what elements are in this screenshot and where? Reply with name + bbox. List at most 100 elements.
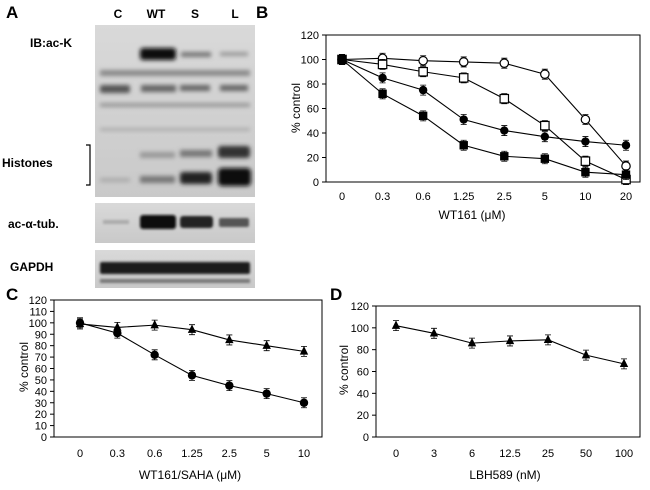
chart-b-series-3-point: [540, 154, 550, 163]
chart-d-plot-frame: [375, 305, 641, 438]
chart-b-xtick-label: 20: [620, 191, 632, 203]
chart-b-ytick-label: 0: [313, 177, 319, 189]
chart-d-xtick-label: 12.5: [499, 448, 520, 460]
chart-b-series-1-point: [499, 93, 510, 104]
chart-b-series-line-2: [341, 58, 627, 146]
chart-b-series-line-0: [341, 57, 627, 167]
chart-b-series-2-point: [459, 115, 468, 124]
blot-bands-actub: [103, 215, 249, 229]
chart-c-series-1-point: [225, 381, 234, 390]
chart-c-ytick-label: 80: [35, 341, 47, 353]
chart-b-xtick-label: 2.5: [497, 191, 512, 203]
chart-d-xlabel: LBH589 (nM): [469, 468, 540, 482]
chart-b-series-0-point: [540, 69, 550, 79]
chart-b-series-0-point: [418, 55, 428, 66]
chart-b-series-2-point: [621, 141, 631, 150]
chart-d-ytick-label: 120: [351, 301, 369, 313]
chart-b-ytick-label: 40: [307, 128, 319, 140]
chart-c-ytick-label: 40: [35, 386, 47, 398]
chart-c-series-0-point: [187, 324, 197, 333]
chart-c-ylabel: % control: [17, 342, 31, 392]
chart-b-xtick-label: 0.3: [375, 191, 390, 203]
chart-d-series-0-point: [429, 328, 439, 337]
chart-c-series-1-point: [187, 371, 197, 380]
chart-b-series-1-point: [458, 73, 469, 83]
chart-b-xtick-label: 1.25: [453, 191, 474, 203]
chart-c-xtick-label: 1.25: [181, 448, 202, 460]
chart-c-xlabel: WT161/SAHA (μM): [139, 468, 241, 482]
chart-d-xtick-label: 6: [469, 448, 475, 460]
chart-b-series-2-point: [500, 126, 509, 135]
panel-label-d: D: [330, 285, 342, 304]
chart-b-xtick-label: 5: [542, 191, 548, 203]
chart-d-series-0-point: [505, 335, 515, 345]
blot-label-actub: ac-α-tub.: [8, 217, 59, 231]
chart-c-series-0-point: [150, 319, 159, 329]
chart-b-ytick-label: 120: [301, 30, 319, 42]
chart-c-ytick-label: 70: [35, 352, 47, 364]
chart-c-xtick-label: 0.6: [147, 448, 162, 460]
chart-d-ytick-label: 60: [357, 367, 369, 379]
chart-d-xtick-label: 3: [431, 448, 437, 460]
panel-label-a: A: [6, 3, 18, 22]
chart-c-series-1-point: [262, 389, 271, 398]
chart-d-ytick-label: 40: [357, 388, 369, 400]
chart-b-series-line-3: [341, 59, 627, 176]
chart-b-plot-frame: [325, 34, 641, 183]
chart-c-xtick-label: 10: [298, 448, 310, 460]
chart-b-series-1-point: [377, 59, 388, 70]
chart-c-xtick-label: 2.5: [222, 448, 237, 460]
chart-b-xlabel: WT161 (μM): [439, 208, 506, 222]
chart-b-ytick-label: 20: [307, 153, 319, 165]
chart-b-series-2-point: [540, 132, 550, 141]
chart-b-ytick-label: 60: [307, 104, 319, 116]
histones-bracket: [86, 144, 91, 186]
lane-label-s: S: [191, 7, 199, 21]
chart-b-series-2-point: [581, 137, 590, 146]
chart-d-ytick-label: 80: [357, 345, 369, 357]
chart-b-ytick-label: 100: [301, 55, 319, 67]
blot-panel: C WT S L IB:ac-K Histones ac-α-tub. GAPD…: [2, 7, 255, 288]
chart-d-ylabel: % control: [337, 345, 351, 395]
lane-label-wt: WT: [147, 7, 166, 21]
chart-b-series-2-point: [418, 85, 428, 95]
chart-d-series-0-point: [391, 320, 401, 329]
lane-label-c: C: [114, 7, 123, 21]
chart-d-series-0-point: [543, 334, 553, 344]
blot-label-ack: IB:ac-K: [30, 36, 72, 50]
chart-c-ytick-label: 20: [35, 409, 47, 421]
chart-d-ytick-label: 20: [357, 410, 369, 422]
chart-b-series-3-point: [500, 152, 509, 161]
chart-c-ytick-label: 60: [35, 364, 47, 376]
chart-d-series-0-point: [619, 358, 629, 368]
chart-b-series-3-point: [418, 111, 428, 121]
chart-b-series-3-point: [581, 168, 590, 177]
chart-c-plot-frame: [53, 299, 323, 438]
chart-b-series-0-point: [458, 57, 469, 67]
chart-b-series-1-point: [540, 120, 550, 131]
chart-d-xtick-label: 0: [393, 448, 399, 460]
chart-b-ytick-label: 80: [307, 79, 319, 91]
chart-c-ytick-label: 50: [35, 375, 47, 387]
chart-b-xtick-label: 0.6: [415, 191, 430, 203]
chart-d-xtick-label: 100: [615, 448, 633, 460]
chart-c: % control WT161/SAHA (μM) 0 10 20304050607…: [17, 295, 323, 482]
lane-label-l: L: [231, 7, 238, 21]
chart-b-ylabel: % control: [289, 83, 303, 133]
chart-b-xtick-label: 0: [339, 191, 345, 203]
chart-c-ytick-label: 110: [29, 306, 47, 318]
chart-c-series-1-point: [75, 318, 85, 328]
chart-b-xtick-label: 10: [579, 191, 591, 203]
chart-c-xtick-label: 0: [77, 448, 83, 460]
chart-c-ytick-label: 30: [35, 398, 47, 410]
blot-bands-gapdh: [100, 262, 250, 283]
chart-c-series-0-point: [299, 346, 309, 355]
chart-b-series-3-point: [378, 89, 387, 98]
chart-c-series-1-point: [150, 350, 159, 359]
blot-bands-ack: [100, 48, 251, 186]
chart-b-series-3-point: [337, 55, 347, 64]
chart-b-series-1-point: [580, 156, 591, 166]
chart-d-xtick-label: 50: [580, 448, 592, 460]
blot-label-histones: Histones: [2, 156, 53, 170]
chart-b-series-3-point: [459, 141, 468, 150]
